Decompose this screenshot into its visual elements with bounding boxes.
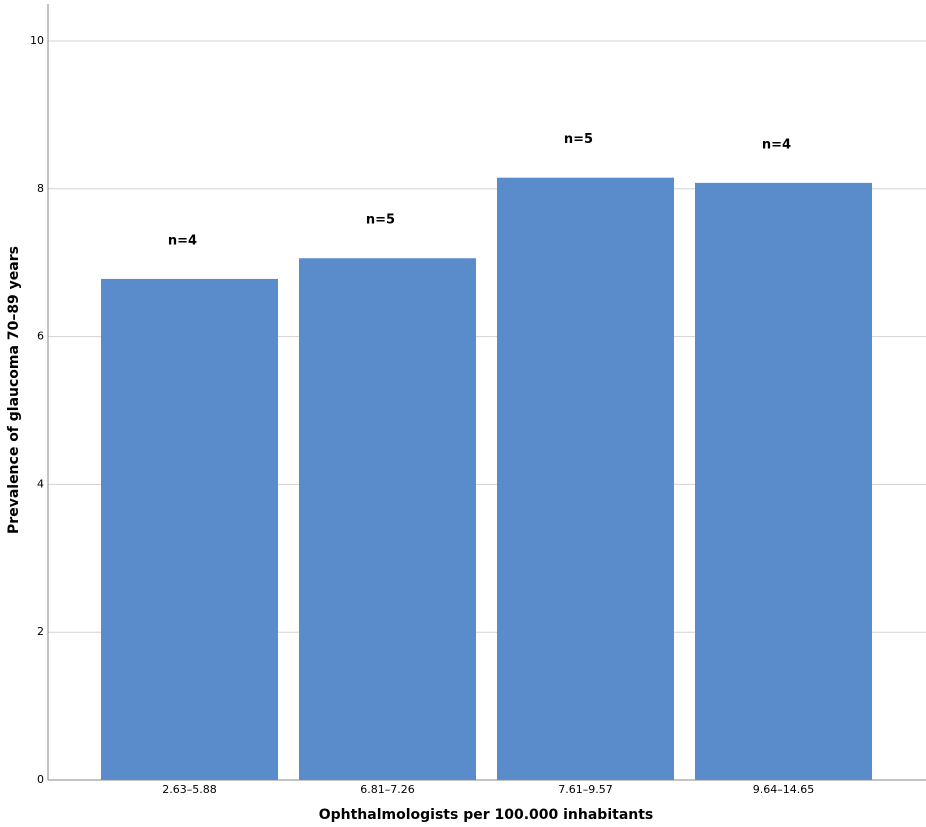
y-axis-title: Prevalence of glaucoma 70–89 years [6,246,22,534]
x-tick-label: 9.64–14.65 [753,783,814,796]
y-tick-label: 6 [37,330,44,343]
annotation: n=4 [168,233,197,248]
annotation: n=5 [366,213,395,228]
x-tick-label: 6.81–7.26 [360,783,414,796]
y-tick-label: 10 [30,34,44,47]
x-tick-label: 7.61–9.57 [558,783,612,796]
bar [695,182,872,781]
x-tick-label: 2.63–5.88 [162,783,216,796]
bar [299,258,476,780]
x-axis-title: Ophthalmologists per 100.000 inhabitants [319,807,654,823]
bar [497,177,674,780]
annotation: n=5 [564,132,593,147]
bar [101,278,278,780]
y-tick-label: 4 [37,477,44,490]
annotation: n=4 [762,137,791,152]
y-tick-label: 8 [37,182,44,195]
y-tick-label: 0 [37,773,44,786]
y-tick-label: 2 [37,625,44,638]
